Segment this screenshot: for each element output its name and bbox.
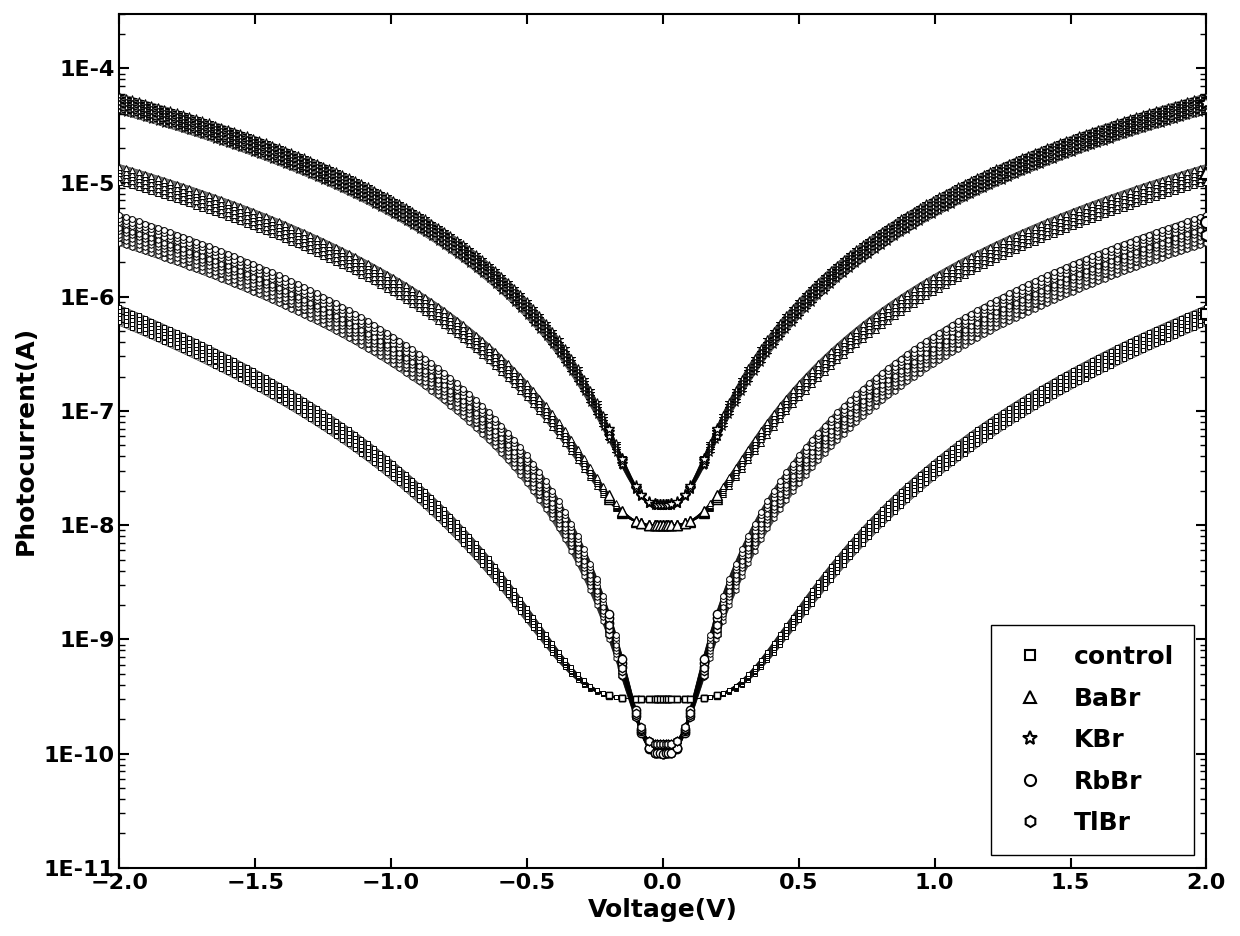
- X-axis label: Voltage(V): Voltage(V): [588, 899, 738, 922]
- Legend: control, BaBr, KBr, RbBr, TlBr: control, BaBr, KBr, RbBr, TlBr: [991, 625, 1194, 856]
- Y-axis label: Photocurrent(A): Photocurrent(A): [14, 327, 38, 555]
